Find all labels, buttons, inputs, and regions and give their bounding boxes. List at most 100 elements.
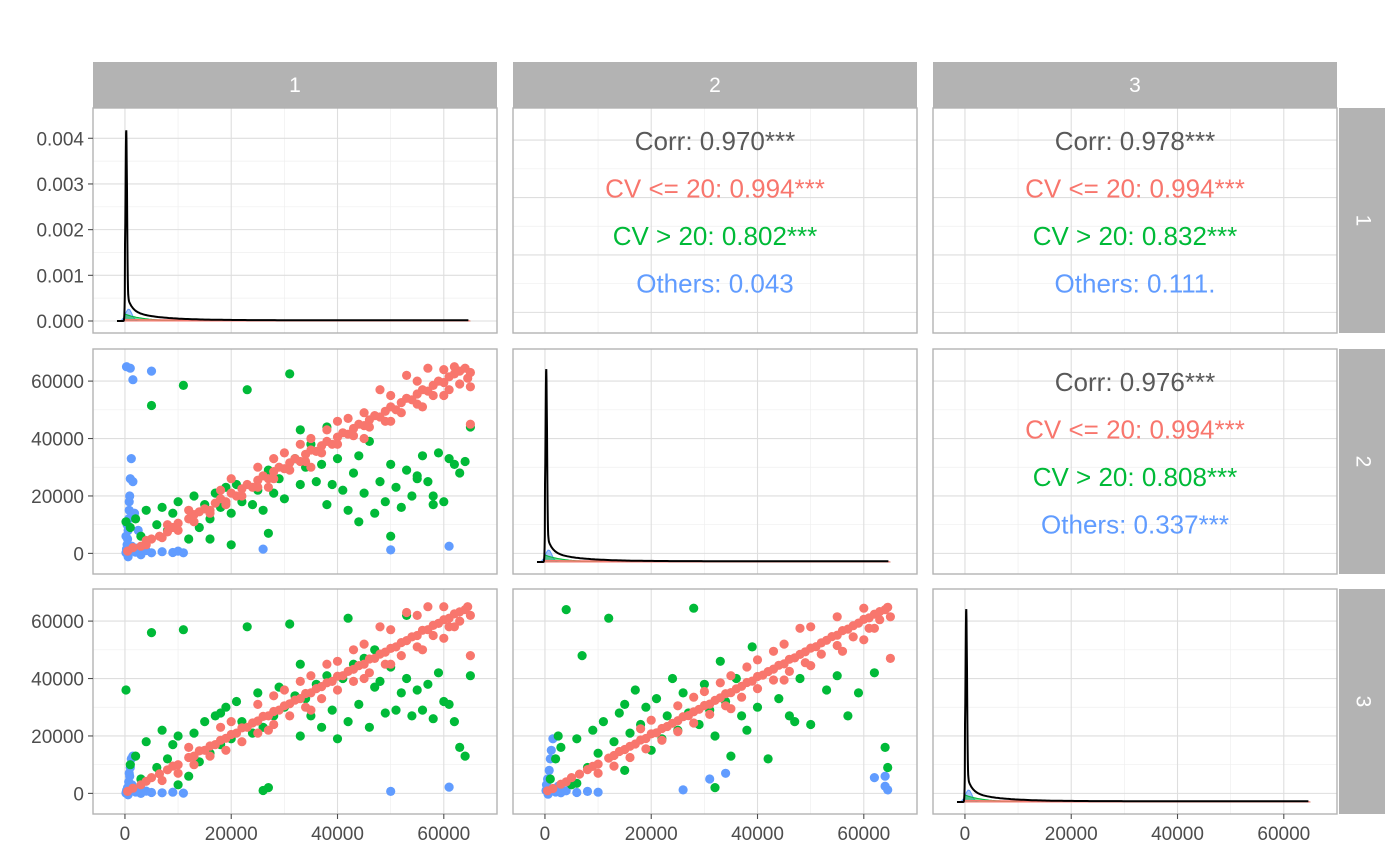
scatter-point — [444, 699, 454, 710]
scatter-point — [295, 676, 305, 687]
scatter-point — [455, 468, 465, 478]
scatter-point — [574, 769, 585, 779]
scatter-point — [332, 416, 343, 426]
scatter-point — [359, 488, 369, 498]
scatter-point — [705, 709, 715, 720]
y-tick-label-density-2: 0.002 — [36, 221, 84, 242]
scatter-point — [141, 505, 151, 515]
correlation-label-r2-c3-1: CV <= 20: 0.994*** — [1025, 415, 1245, 445]
correlation-label-r2-c3-3: Others: 0.337*** — [1041, 510, 1229, 540]
scatter-point — [295, 731, 305, 741]
scatter-point — [752, 655, 763, 665]
scatter-point — [795, 673, 805, 684]
y-tick-label-density-0: 0.000 — [36, 312, 84, 333]
scatter-point — [737, 692, 747, 702]
scatter-point — [295, 659, 305, 669]
scatter-point — [593, 759, 603, 769]
scatter-point — [428, 491, 438, 501]
scatter-point — [625, 728, 635, 738]
scatter-point — [853, 688, 864, 698]
scatter-point — [173, 760, 183, 770]
scatter-point — [439, 390, 449, 401]
scatter-point — [412, 610, 422, 621]
scatter-point — [386, 659, 396, 669]
scatter-point — [311, 477, 321, 487]
scatter-point — [465, 610, 475, 621]
scatter-point — [620, 765, 630, 776]
scatter-point — [657, 735, 667, 745]
scatter-point — [184, 742, 194, 753]
scatter-point — [332, 454, 343, 464]
scatter-point — [221, 745, 231, 755]
scatter-point — [173, 768, 183, 778]
panel-grid-r2-c2 — [513, 349, 917, 574]
scatter-point — [375, 676, 385, 687]
scatter-point — [285, 711, 295, 721]
scatter-point — [577, 651, 587, 661]
scatter-point — [609, 737, 619, 747]
scatter-point — [205, 751, 215, 761]
scatter-point — [806, 719, 816, 730]
scatter-point — [423, 679, 433, 689]
scatter-point — [253, 728, 263, 738]
scatter-point — [848, 632, 858, 642]
scatter-point — [444, 782, 454, 792]
scatter-point — [737, 711, 747, 721]
row-strip-label-3: 3 — [1351, 696, 1374, 708]
scatter-point — [566, 773, 577, 783]
panel-border-r3-c1 — [92, 588, 498, 815]
correlation-label-r1-c2-3: Others: 0.043 — [636, 269, 794, 299]
scatter-point — [258, 505, 268, 515]
scatter-point — [768, 675, 779, 685]
scatter-point — [126, 454, 136, 464]
scatter-point — [391, 705, 401, 715]
scatter-point — [306, 462, 316, 472]
scatter-point — [295, 439, 305, 449]
scatter-point — [869, 668, 880, 678]
scatter-point — [178, 625, 188, 635]
scatter-point — [699, 686, 710, 697]
scatter-point — [141, 540, 151, 550]
scatter-point — [146, 548, 157, 558]
scatter-point — [444, 541, 454, 551]
scatter-point — [463, 602, 473, 612]
scatter-point — [625, 752, 635, 763]
scatter-point — [322, 500, 332, 510]
y-tick-label-row3-0: 0 — [73, 784, 84, 805]
scatter-point — [832, 671, 842, 681]
scatter-point — [417, 402, 428, 412]
scatter-point — [465, 382, 475, 392]
scatter-point — [125, 760, 135, 770]
scatter-point — [859, 603, 869, 613]
scatter-point — [689, 692, 699, 702]
x-tick-label-col3-1: 20000 — [1045, 824, 1098, 845]
y-tick-label-row3-2: 40000 — [31, 670, 84, 691]
scatter-point — [128, 375, 138, 385]
scatter-point — [598, 717, 609, 727]
scatter-point — [380, 497, 390, 507]
scatter-point — [380, 708, 390, 718]
panel-border-r3-c2 — [512, 588, 918, 815]
row-strip-label-1: 1 — [1351, 215, 1374, 227]
scatter-point — [548, 783, 558, 794]
scatter-point — [795, 623, 805, 633]
scatter-point — [875, 615, 885, 625]
scatter-point — [752, 702, 763, 712]
scatter-point — [200, 717, 210, 727]
scatter-point — [131, 751, 141, 761]
scatter-point — [306, 671, 316, 681]
scatter-point — [370, 508, 380, 518]
scatter-point — [407, 711, 417, 721]
y-tick-label-row2-3: 60000 — [31, 372, 84, 393]
scatter-point — [588, 725, 598, 735]
correlation-label-r2-c3-0: Corr: 0.976*** — [1055, 367, 1215, 397]
scatter-point — [402, 673, 412, 684]
scatter-point — [465, 367, 475, 378]
scatter-point — [128, 783, 138, 793]
scatter-point — [636, 724, 646, 734]
scatter-point — [651, 694, 662, 704]
scatter-point — [285, 465, 295, 475]
correlation-label-r1-c2-1: CV <= 20: 0.994*** — [605, 174, 825, 204]
scatter-point — [359, 673, 369, 684]
